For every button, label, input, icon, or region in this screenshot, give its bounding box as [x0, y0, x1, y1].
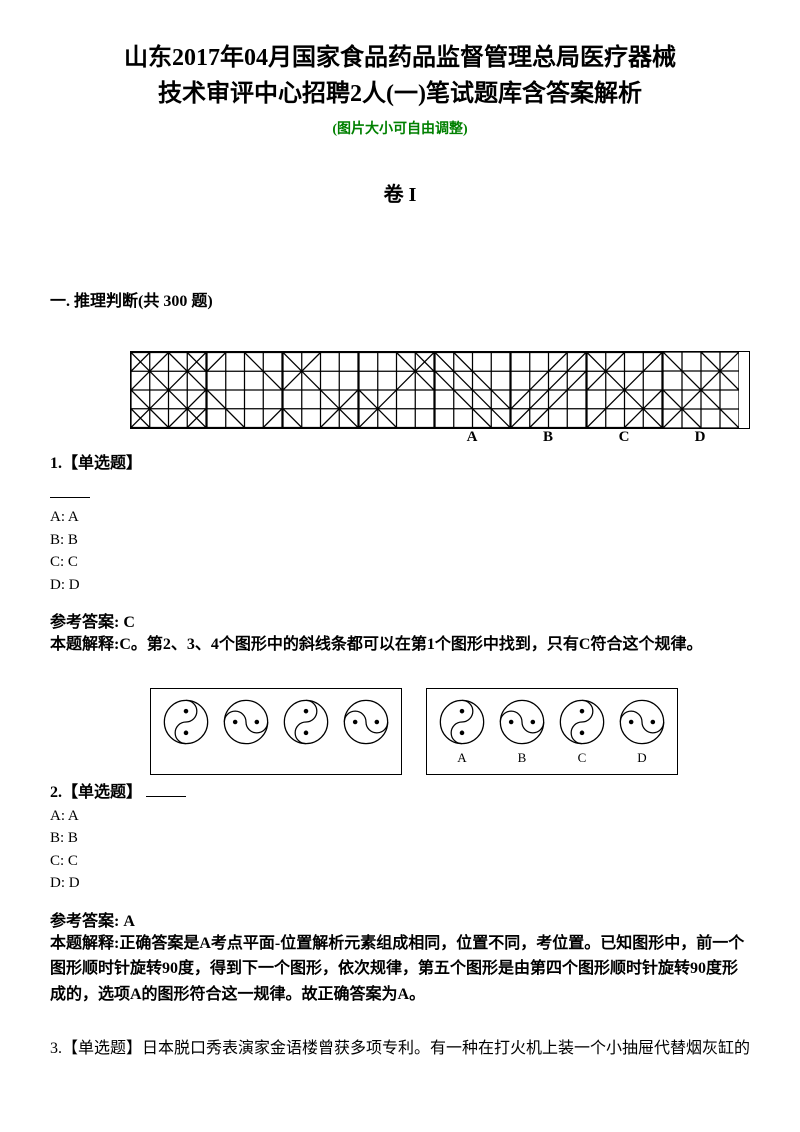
grid-box-c	[587, 352, 663, 428]
taichi-label-b: B	[518, 750, 527, 766]
q1-option-labels: A B C D	[130, 429, 750, 446]
taichi-d: D	[617, 697, 667, 766]
grid-box-d	[663, 352, 739, 428]
grid-box-4	[359, 352, 435, 428]
label-b: B	[510, 429, 586, 446]
q2-figure: A B C D	[150, 688, 678, 775]
label-d: D	[662, 429, 738, 446]
taichi-group-2: A B C D	[426, 688, 678, 775]
label-a: A	[434, 429, 510, 446]
q2-answer: 参考答案: A	[50, 907, 750, 931]
taichi-4	[341, 697, 391, 766]
q1-answer: 参考答案: C	[50, 608, 750, 632]
taichi-1	[161, 697, 211, 766]
q1-option-a: A: A	[50, 506, 750, 529]
q1-option-d: D: D	[50, 574, 750, 597]
q1-option-b: B: B	[50, 529, 750, 552]
label-spacer	[130, 429, 434, 446]
taichi-label-a: A	[457, 750, 466, 766]
q1-number: 1.【单选题】	[50, 452, 750, 476]
taichi-b: B	[497, 697, 547, 766]
q1-figure	[130, 351, 750, 429]
label-c: C	[586, 429, 662, 446]
grid-box-2	[207, 352, 283, 428]
volume-label: 卷 I	[50, 178, 750, 207]
taichi-label-d: D	[637, 750, 646, 766]
q2-option-d: D: D	[50, 872, 750, 895]
taichi-2	[221, 697, 271, 766]
q2-option-a: A: A	[50, 805, 750, 828]
taichi-group-1	[150, 688, 402, 775]
q1-blank	[50, 482, 750, 506]
grid-box-a	[435, 352, 511, 428]
title-line-1: 山东2017年04月国家食品药品监督管理总局医疗器械	[50, 40, 750, 76]
taichi-label-c: C	[578, 750, 587, 766]
taichi-3	[281, 697, 331, 766]
page-title: 山东2017年04月国家食品药品监督管理总局医疗器械 技术审评中心招聘2人(一)…	[50, 40, 750, 112]
subtitle-note: (图片大小可自由调整)	[50, 118, 750, 138]
q2-option-c: C: C	[50, 850, 750, 873]
q2-explain: 本题解释:正确答案是A考点平面-位置解析元素组成相同，位置不同，考位置。已知图形…	[50, 931, 750, 1008]
section-heading: 一. 推理判断(共 300 题)	[50, 287, 750, 311]
q2-row: A B C D	[50, 658, 750, 775]
q2-option-b: B: B	[50, 827, 750, 850]
title-line-2: 技术审评中心招聘2人(一)笔试题库含答案解析	[50, 76, 750, 112]
grid-box-1	[131, 352, 207, 428]
q1-explain: 本题解释:C。第2、3、4个图形中的斜线条都可以在第1个图形中找到，只有C符合这…	[50, 632, 750, 658]
grid-box-b	[511, 352, 587, 428]
q1-option-c: C: C	[50, 551, 750, 574]
grid-box-3	[283, 352, 359, 428]
q3-text: 3.【单选题】日本脱口秀表演家金语楼曾获多项专利。有一种在打火机上装一个小抽屉代…	[50, 1037, 750, 1061]
q2-number: 2.【单选题】	[50, 781, 750, 805]
taichi-c: C	[557, 697, 607, 766]
taichi-a: A	[437, 697, 487, 766]
